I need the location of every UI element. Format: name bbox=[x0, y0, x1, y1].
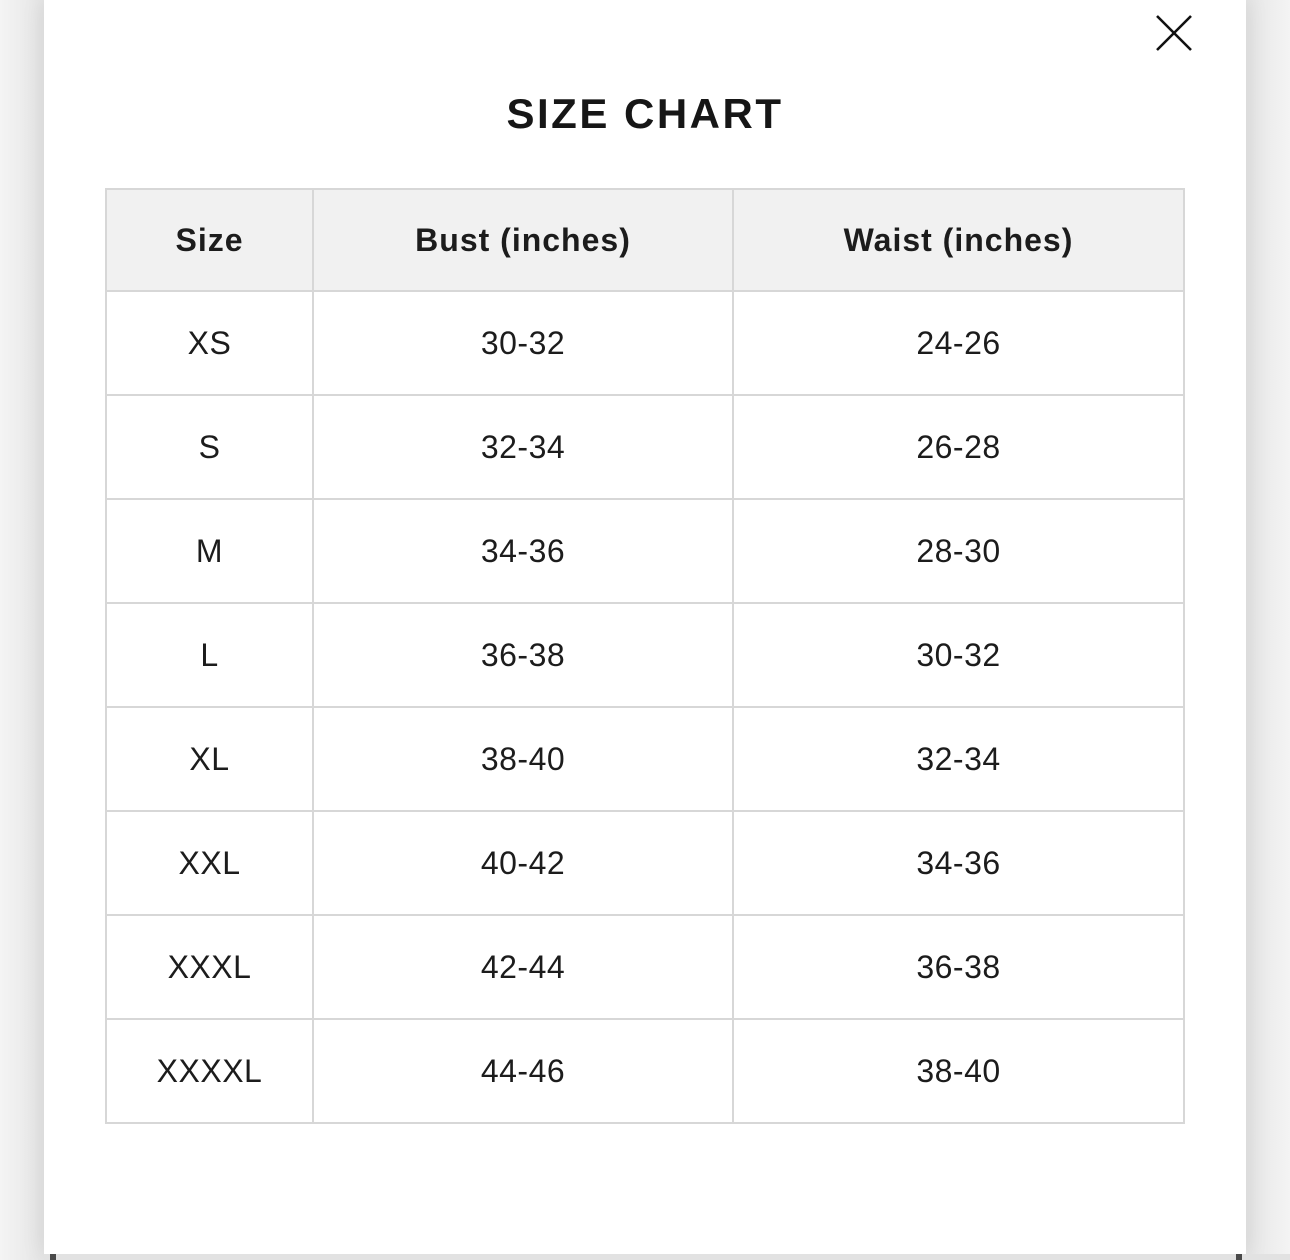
cell-waist: 38-40 bbox=[732, 1018, 1185, 1125]
table-row: XXXL 42-44 36-38 bbox=[105, 914, 1185, 1021]
table-header-row: Size Bust (inches) Waist (inches) bbox=[105, 188, 1185, 293]
close-icon bbox=[1154, 13, 1194, 53]
cell-waist: 24-26 bbox=[732, 290, 1185, 397]
size-chart-modal: SIZE CHART Size Bust (inches) Waist (inc… bbox=[44, 0, 1246, 1255]
cell-size: XS bbox=[105, 290, 314, 397]
header-size: Size bbox=[105, 188, 314, 293]
scrollbar-right-nub[interactable] bbox=[1236, 1254, 1242, 1260]
cell-bust: 40-42 bbox=[312, 810, 734, 917]
cell-waist: 26-28 bbox=[732, 394, 1185, 501]
cell-size: XXL bbox=[105, 810, 314, 917]
table-row: M 34-36 28-30 bbox=[105, 498, 1185, 605]
size-chart-table: Size Bust (inches) Waist (inches) XS 30-… bbox=[105, 188, 1185, 1125]
cell-waist: 32-34 bbox=[732, 706, 1185, 813]
cell-size: XL bbox=[105, 706, 314, 813]
header-waist: Waist (inches) bbox=[732, 188, 1185, 293]
table-row: S 32-34 26-28 bbox=[105, 394, 1185, 501]
cell-size: L bbox=[105, 602, 314, 709]
cell-waist: 34-36 bbox=[732, 810, 1185, 917]
cell-size: XXXXL bbox=[105, 1018, 314, 1125]
table-row: XXXXL 44-46 38-40 bbox=[105, 1018, 1185, 1125]
table-row: L 36-38 30-32 bbox=[105, 602, 1185, 709]
horizontal-scrollbar[interactable] bbox=[44, 1254, 1290, 1260]
table-row: XL 38-40 32-34 bbox=[105, 706, 1185, 813]
cell-waist: 30-32 bbox=[732, 602, 1185, 709]
cell-waist: 36-38 bbox=[732, 914, 1185, 1021]
header-bust: Bust (inches) bbox=[312, 188, 734, 293]
close-button[interactable] bbox=[1152, 11, 1196, 55]
cell-size: M bbox=[105, 498, 314, 605]
cell-waist: 28-30 bbox=[732, 498, 1185, 605]
cell-bust: 34-36 bbox=[312, 498, 734, 605]
page-title: SIZE CHART bbox=[506, 90, 784, 137]
cell-bust: 42-44 bbox=[312, 914, 734, 1021]
cell-bust: 30-32 bbox=[312, 290, 734, 397]
cell-bust: 32-34 bbox=[312, 394, 734, 501]
table-row: XS 30-32 24-26 bbox=[105, 290, 1185, 397]
cell-size: S bbox=[105, 394, 314, 501]
cell-bust: 36-38 bbox=[312, 602, 734, 709]
cell-size: XXXL bbox=[105, 914, 314, 1021]
cell-bust: 44-46 bbox=[312, 1018, 734, 1125]
scrollbar-left-nub[interactable] bbox=[50, 1254, 56, 1260]
cell-bust: 38-40 bbox=[312, 706, 734, 813]
table-row: XXL 40-42 34-36 bbox=[105, 810, 1185, 917]
